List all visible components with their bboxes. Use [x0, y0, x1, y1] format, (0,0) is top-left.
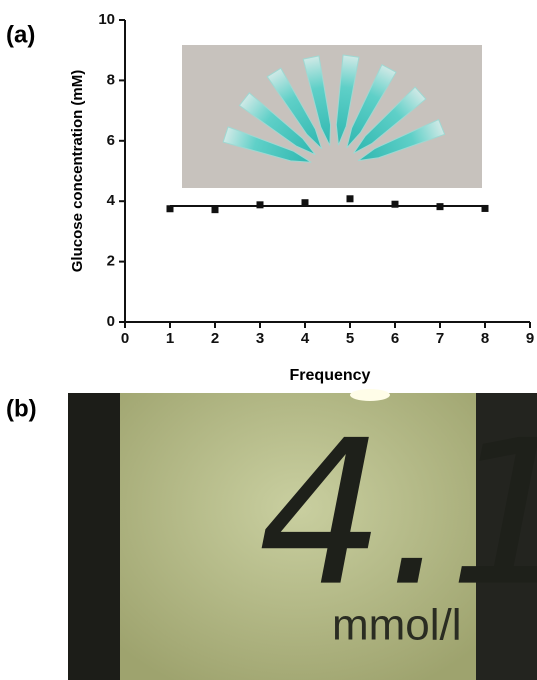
x-tick-label: 9	[526, 330, 534, 347]
y-tick-label: 0	[107, 313, 115, 330]
x-tick-label: 6	[391, 330, 399, 347]
y-tick-label: 4	[107, 192, 116, 209]
meter-unit: mmol/l	[332, 601, 462, 650]
point	[481, 204, 489, 212]
x-tick-label: 7	[436, 330, 444, 347]
panel-label: (a)	[6, 21, 35, 48]
meter-photo: 4.1 mmol/l	[68, 389, 537, 680]
point	[301, 199, 309, 207]
meter-reading: 4.1	[258, 398, 537, 631]
x-tick-label: 5	[346, 330, 354, 347]
point	[166, 205, 174, 213]
panel-label: (b)	[6, 395, 37, 422]
plot: 0 2 4 6 8 10 0 1 2 3 4 5 6 7 8 9	[98, 11, 534, 347]
y-tick-label: 10	[98, 11, 115, 28]
x-tick-label: 8	[481, 330, 489, 347]
x-axis-label: Frequency	[290, 367, 371, 384]
y-tick-label: 8	[107, 71, 115, 88]
point	[436, 203, 444, 211]
inset-photo	[182, 45, 482, 188]
point	[256, 201, 264, 209]
x-tick-label: 3	[256, 330, 264, 347]
y-axis-label: Glucose concentration (mM)	[69, 70, 86, 273]
x-tick-label: 0	[121, 330, 129, 347]
point	[346, 195, 354, 203]
y-tick-label: 6	[107, 132, 115, 149]
y-tick-label: 2	[107, 253, 115, 270]
point	[211, 206, 219, 214]
point	[391, 200, 399, 208]
x-tick-label: 4	[301, 330, 310, 347]
x-tick-label: 1	[166, 330, 174, 347]
x-tick-label: 2	[211, 330, 219, 347]
